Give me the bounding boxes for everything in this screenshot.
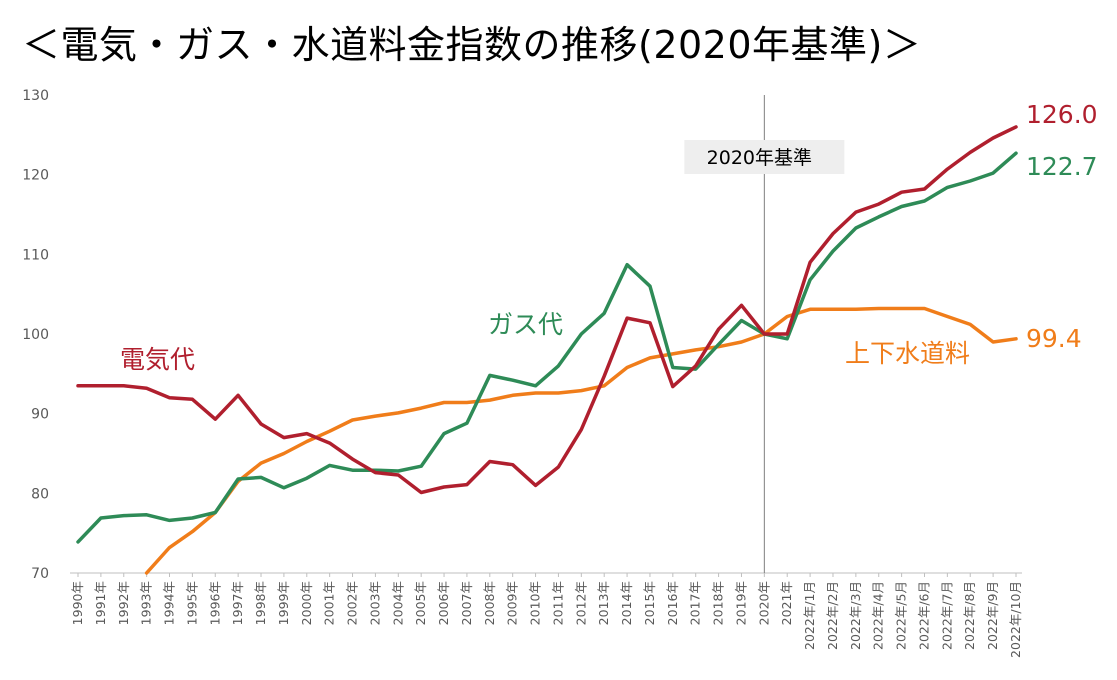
- x-tick-label: 1996年: [207, 581, 222, 625]
- series-line-1: [76, 151, 1018, 544]
- x-tick-label: 2003年: [367, 581, 382, 625]
- x-tick-label: 2017年: [688, 581, 703, 625]
- series-layer: [76, 125, 1018, 575]
- x-tick-label: 2022年/1月: [802, 581, 817, 650]
- x-tick-label: 2008年: [482, 581, 497, 625]
- series-name-label-1: ガス代: [488, 310, 563, 339]
- x-tick-label: 1997年: [230, 581, 245, 625]
- x-tick-label: 2022年/8月: [962, 581, 977, 650]
- x-tick-label: 2019年: [733, 581, 748, 625]
- x-tick-label: 2007年: [459, 581, 474, 625]
- annotation-layer: 2020年基準: [684, 95, 845, 573]
- x-tick-label: 2006年: [436, 581, 451, 625]
- series-name-label-0: 電気代: [120, 345, 195, 374]
- annotation-label: 2020年基準: [707, 147, 812, 169]
- x-tick-label: 2022年/2月: [825, 581, 840, 650]
- end-value-label-0: 126.0: [1026, 100, 1098, 129]
- x-tick-label: 2022年/9月: [985, 581, 1000, 650]
- x-tick-label: 2011年: [550, 581, 565, 625]
- y-tick-label: 100: [22, 327, 49, 343]
- x-tick-label: 1990年: [70, 581, 85, 625]
- y-tick-label: 130: [22, 88, 49, 104]
- x-tick-label: 2012年: [573, 581, 588, 625]
- chart-title: ＜電気・ガス・水道料金指数の推移(2020年基準)＞: [22, 23, 922, 67]
- axis-layer: 70 80 90 100 110 120 130 1990年 1991年 1992年 1993年 19…: [22, 88, 1023, 658]
- x-tick-label: 1992年: [116, 581, 131, 625]
- x-tick-label: 2016年: [665, 581, 680, 625]
- y-tick-label: 110: [22, 247, 49, 263]
- y-tick-label: 90: [31, 407, 49, 423]
- series-line-2: [144, 306, 1018, 575]
- x-tick-label: 2015年: [642, 581, 657, 625]
- x-tick-label: 2005年: [413, 581, 428, 625]
- y-tick-label: 120: [22, 168, 49, 184]
- x-tick-label: 1998年: [253, 581, 268, 625]
- x-tick-label: 2021年: [779, 581, 794, 625]
- x-tick-label: 1993年: [139, 581, 154, 625]
- x-tick-label: 2020年: [756, 581, 771, 625]
- x-tick-label: 2009年: [505, 581, 520, 625]
- x-tick-label: 2010年: [528, 581, 543, 625]
- x-tick-label: 2000年: [299, 581, 314, 625]
- x-tick-label: 2001年: [322, 581, 337, 625]
- x-tick-label: 2013年: [596, 581, 611, 625]
- annotation-box: [684, 140, 845, 174]
- end-value-label-2: 99.4: [1026, 324, 1082, 353]
- x-tick-label: 1991年: [93, 581, 108, 625]
- x-tick-label: 2022年/3月: [848, 581, 863, 650]
- x-tick-label: 1995年: [184, 581, 199, 625]
- x-tick-label: 2022年/7月: [939, 581, 954, 650]
- x-tick-label: 2022年/10月: [1008, 581, 1023, 658]
- x-tick-label: 1994年: [162, 581, 177, 625]
- end-value-label-1: 122.7: [1026, 152, 1098, 181]
- x-tick-label: 2022年/4月: [871, 581, 886, 650]
- x-tick-label: 2014年: [619, 581, 634, 625]
- x-tick-label: 2004年: [390, 581, 405, 625]
- y-tick-label: 70: [31, 566, 49, 582]
- x-tick-label: 1999年: [276, 581, 291, 625]
- x-tick-label: 2022年/6月: [916, 581, 931, 650]
- x-tick-label: 2002年: [345, 581, 360, 625]
- series-line-0: [76, 125, 1018, 495]
- x-tick-label: 2022年/5月: [894, 581, 909, 650]
- series-name-label-2: 上下水道料: [845, 339, 970, 368]
- y-tick-label: 80: [31, 486, 49, 502]
- x-tick-label: 2018年: [711, 581, 726, 625]
